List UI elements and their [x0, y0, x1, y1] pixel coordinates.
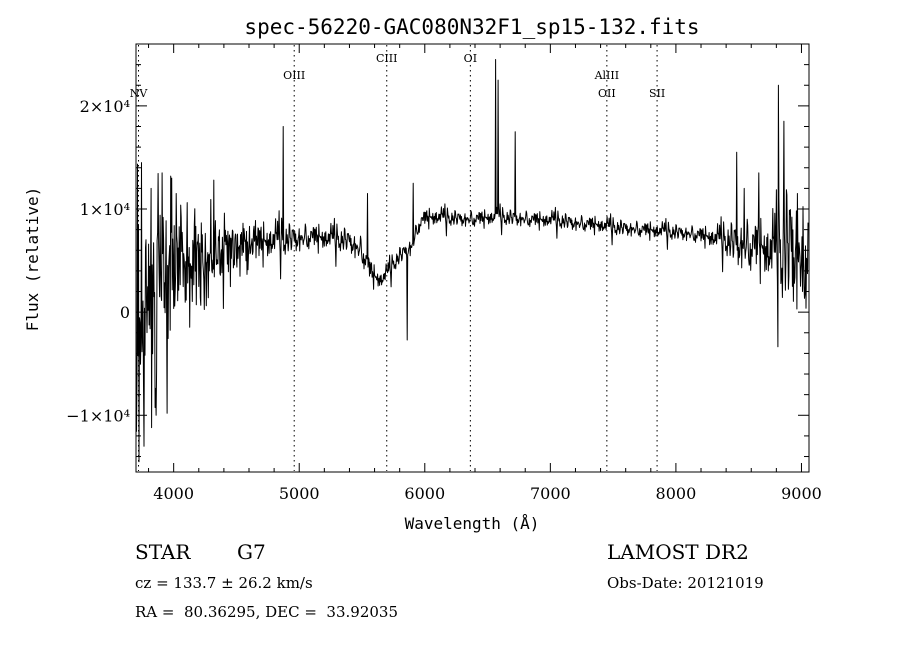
- emission-line-markers: NV OIII CIII OI AlIII OII SII: [130, 45, 665, 471]
- x-tick-label: 6000: [404, 484, 445, 503]
- sky-coordinates: RA = 80.36295, DEC = 33.92035: [135, 603, 399, 621]
- emission-line-label: AlIII: [594, 69, 620, 82]
- y-tick-label: −1×10⁴: [66, 406, 130, 425]
- spectrum-series: [135, 59, 810, 463]
- x-axis: 4000 5000 6000 7000 8000 9000: [148, 44, 822, 503]
- survey-name: LAMOST DR2: [607, 540, 749, 564]
- y-tick-label: 1×10⁴: [80, 200, 130, 219]
- emission-line-label: OI: [464, 52, 477, 65]
- chart-title: spec-56220-GAC080N32F1_sp15-132.fits: [244, 15, 699, 39]
- object-class: STAR: [135, 540, 191, 564]
- y-tick-label: 0: [120, 303, 130, 322]
- x-tick-label: 5000: [279, 484, 320, 503]
- observation-date: Obs-Date: 20121019: [607, 574, 764, 592]
- x-tick-label: 4000: [153, 484, 194, 503]
- emission-line-label: OIII: [283, 69, 305, 82]
- spectrum-line: [135, 59, 810, 463]
- emission-line-label: NV: [130, 87, 149, 100]
- object-subclass: G7: [237, 540, 266, 564]
- x-axis-label: Wavelength (Å): [405, 514, 540, 533]
- emission-line-label: SII: [649, 87, 665, 100]
- x-tick-label: 7000: [530, 484, 571, 503]
- y-axis: 2×10⁴ 1×10⁴ 0 −1×10⁴: [66, 64, 809, 458]
- x-tick-label: 8000: [656, 484, 697, 503]
- y-axis-label: Flux (relative): [23, 187, 42, 332]
- plot-frame: [135, 43, 810, 473]
- emission-line-label: CIII: [376, 52, 397, 65]
- redshift-value: cz = 133.7 ± 26.2 km/s: [135, 574, 313, 592]
- x-tick-label: 9000: [781, 484, 822, 503]
- y-tick-label: 2×10⁴: [80, 97, 130, 116]
- emission-line-label: OII: [598, 87, 616, 100]
